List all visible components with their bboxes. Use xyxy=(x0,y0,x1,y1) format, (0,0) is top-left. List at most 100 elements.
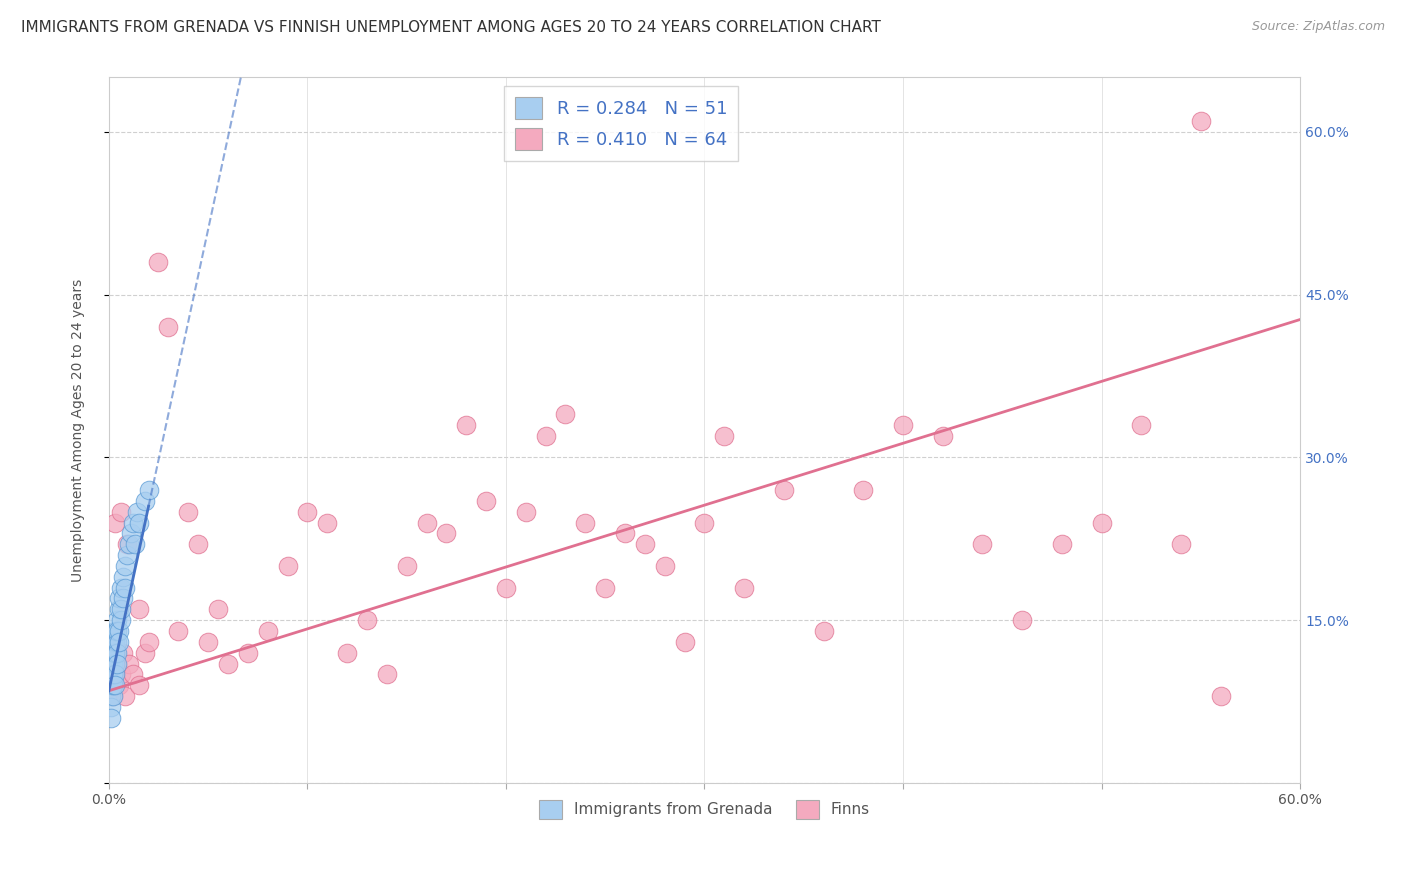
Point xyxy=(104,667,127,681)
Point xyxy=(104,667,127,681)
Point xyxy=(114,558,136,573)
Point xyxy=(733,581,755,595)
Point xyxy=(1090,516,1112,530)
Point xyxy=(107,635,129,649)
Point xyxy=(456,417,478,432)
Point xyxy=(115,537,138,551)
Point xyxy=(515,505,537,519)
Point xyxy=(673,635,696,649)
Legend: Immigrants from Grenada, Finns: Immigrants from Grenada, Finns xyxy=(533,794,876,825)
Point xyxy=(167,624,190,638)
Point xyxy=(197,635,219,649)
Point xyxy=(138,483,160,497)
Point xyxy=(101,689,124,703)
Point xyxy=(110,613,132,627)
Point xyxy=(336,646,359,660)
Point xyxy=(187,537,209,551)
Point xyxy=(356,613,378,627)
Point xyxy=(100,678,122,692)
Point xyxy=(101,667,124,681)
Point xyxy=(395,558,418,573)
Point xyxy=(972,537,994,551)
Point xyxy=(207,602,229,616)
Point xyxy=(101,657,124,671)
Point xyxy=(236,646,259,660)
Point xyxy=(107,678,129,692)
Point xyxy=(101,635,124,649)
Point xyxy=(100,667,122,681)
Point xyxy=(105,657,128,671)
Point xyxy=(773,483,796,497)
Point xyxy=(100,678,122,692)
Point xyxy=(110,667,132,681)
Point xyxy=(316,516,339,530)
Point xyxy=(634,537,657,551)
Point xyxy=(100,689,122,703)
Point xyxy=(277,558,299,573)
Point xyxy=(107,591,129,606)
Point xyxy=(101,667,124,681)
Point xyxy=(415,516,437,530)
Point xyxy=(434,526,457,541)
Point xyxy=(101,667,124,681)
Point xyxy=(217,657,239,671)
Point xyxy=(118,657,141,671)
Point xyxy=(475,493,498,508)
Point xyxy=(110,602,132,616)
Point xyxy=(297,505,319,519)
Point xyxy=(100,635,122,649)
Y-axis label: Unemployment Among Ages 20 to 24 years: Unemployment Among Ages 20 to 24 years xyxy=(72,278,86,582)
Point xyxy=(107,602,129,616)
Point xyxy=(110,505,132,519)
Point xyxy=(111,591,134,606)
Point xyxy=(100,657,122,671)
Point xyxy=(125,505,148,519)
Point xyxy=(105,646,128,660)
Point xyxy=(148,255,170,269)
Point xyxy=(138,635,160,649)
Point xyxy=(534,428,557,442)
Point xyxy=(120,526,142,541)
Point xyxy=(100,700,122,714)
Point xyxy=(1189,113,1212,128)
Point xyxy=(100,646,122,660)
Point xyxy=(104,646,127,660)
Point xyxy=(111,570,134,584)
Point xyxy=(593,581,616,595)
Point xyxy=(128,602,150,616)
Point xyxy=(931,428,953,442)
Point xyxy=(104,646,127,660)
Point xyxy=(134,493,156,508)
Text: IMMIGRANTS FROM GRENADA VS FINNISH UNEMPLOYMENT AMONG AGES 20 TO 24 YEARS CORREL: IMMIGRANTS FROM GRENADA VS FINNISH UNEMP… xyxy=(21,20,882,35)
Point xyxy=(713,428,735,442)
Point xyxy=(554,407,576,421)
Point xyxy=(100,711,122,725)
Point xyxy=(104,635,127,649)
Point xyxy=(114,689,136,703)
Point xyxy=(256,624,278,638)
Point xyxy=(115,548,138,562)
Point xyxy=(121,667,143,681)
Point xyxy=(121,516,143,530)
Point xyxy=(105,635,128,649)
Point xyxy=(1011,613,1033,627)
Point xyxy=(101,678,124,692)
Point xyxy=(1130,417,1153,432)
Point xyxy=(101,678,124,692)
Point xyxy=(693,516,716,530)
Point xyxy=(101,689,124,703)
Point xyxy=(891,417,914,432)
Point xyxy=(104,678,127,692)
Point xyxy=(105,613,128,627)
Point xyxy=(614,526,637,541)
Point xyxy=(157,320,180,334)
Point xyxy=(105,624,128,638)
Point xyxy=(111,646,134,660)
Point xyxy=(1209,689,1232,703)
Point xyxy=(124,537,146,551)
Point xyxy=(574,516,596,530)
Point xyxy=(852,483,875,497)
Point xyxy=(105,657,128,671)
Point xyxy=(114,581,136,595)
Point xyxy=(128,516,150,530)
